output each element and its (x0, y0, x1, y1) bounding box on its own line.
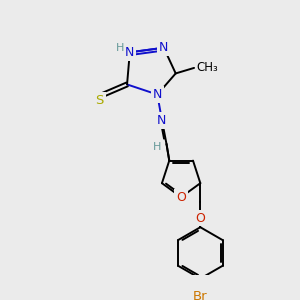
Text: CH₃: CH₃ (197, 61, 219, 74)
Text: H: H (116, 43, 124, 53)
Text: N: N (157, 114, 167, 127)
Text: N: N (159, 41, 169, 54)
Text: H: H (153, 142, 161, 152)
Text: O: O (176, 190, 186, 204)
Text: N: N (125, 46, 134, 59)
Text: Br: Br (193, 290, 208, 300)
Text: S: S (95, 94, 104, 107)
Text: N: N (153, 88, 162, 101)
Text: O: O (195, 212, 205, 225)
